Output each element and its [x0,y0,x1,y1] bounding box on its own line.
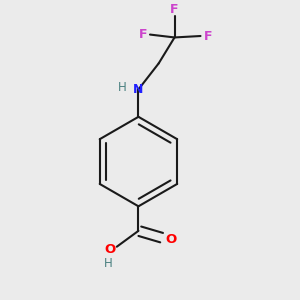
Text: O: O [105,243,116,256]
Text: H: H [104,257,113,270]
Text: N: N [133,83,144,96]
Text: F: F [203,29,212,43]
Text: H: H [118,81,127,94]
Text: O: O [165,233,176,246]
Text: F: F [139,28,147,41]
Text: F: F [170,3,179,16]
